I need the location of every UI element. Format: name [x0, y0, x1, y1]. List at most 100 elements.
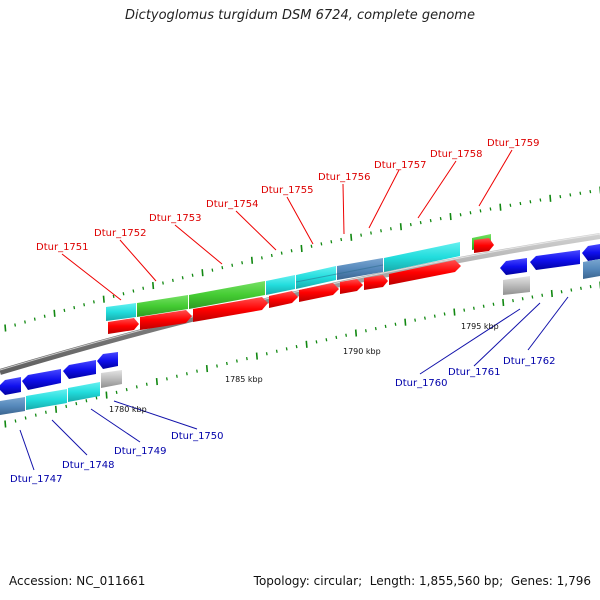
tick-mark: [85, 399, 88, 403]
scale-labels: 1780 kbp 1785 kbp 1790 kbp 1795 kbp: [109, 322, 499, 414]
tick-mark: [569, 193, 572, 197]
tick-mark: [205, 365, 209, 373]
tick-mark: [550, 289, 553, 298]
cog-feature: [137, 295, 188, 317]
tick-mark: [125, 387, 128, 392]
tick-mark: [175, 374, 178, 378]
cog-feature: [189, 281, 265, 309]
tick-mark: [374, 326, 377, 331]
tick-mark: [459, 213, 462, 217]
tick-mark: [330, 240, 333, 244]
tick-mark: [315, 340, 318, 344]
tick-mark: [92, 300, 95, 304]
tick-mark: [531, 295, 534, 299]
cds-arrow-forward: [299, 283, 339, 302]
tick-mark: [380, 229, 382, 233]
tick-mark: [589, 189, 592, 194]
gene-label[interactable]: Dtur_1753: [149, 213, 202, 224]
gene-label[interactable]: Dtur_1751: [36, 242, 89, 253]
cog-feature: [26, 389, 67, 410]
gene-label[interactable]: Dtur_1748: [62, 460, 115, 471]
tick-mark: [433, 314, 436, 318]
topology-label: Topology:: [253, 574, 310, 588]
tick-mark: [453, 308, 456, 316]
tick-mark: [325, 338, 328, 342]
cog-feature: [101, 370, 122, 388]
tick-mark: [280, 251, 283, 255]
cds-arrow-forward: [364, 275, 388, 290]
tick-mark: [423, 316, 426, 320]
tick-mark: [502, 298, 505, 307]
tick-mark: [541, 293, 544, 297]
gene-label[interactable]: Dtur_1750: [171, 431, 224, 442]
tick-mark: [560, 290, 563, 294]
tick-mark: [414, 318, 417, 322]
tick-mark: [185, 372, 188, 376]
gene-label[interactable]: Dtur_1760: [395, 378, 448, 389]
tick-mark: [394, 322, 397, 326]
tick-mark: [275, 349, 278, 353]
gene-label[interactable]: Dtur_1749: [114, 446, 167, 457]
tick-mark: [340, 237, 343, 242]
tick-mark: [221, 265, 224, 270]
accession-value: NC_011661: [76, 574, 146, 588]
tick-mark: [83, 303, 86, 307]
tick-mark: [112, 294, 115, 299]
tick-mark: [201, 269, 204, 277]
cds-arrow-forward: [389, 260, 461, 285]
tick-mark: [265, 352, 268, 356]
cds-arrow-reverse: [500, 258, 527, 275]
gene-label[interactable]: Dtur_1747: [10, 474, 63, 485]
cog-track-forward: [106, 234, 491, 321]
cds-arrow-reverse: [97, 352, 118, 369]
tick-mark: [211, 268, 214, 272]
gene-label[interactable]: Dtur_1759: [487, 138, 540, 149]
tick-mark: [305, 340, 308, 348]
scale-label: 1790 kbp: [343, 347, 381, 356]
gene-label[interactable]: Dtur_1757: [374, 160, 427, 171]
tick-mark: [43, 314, 46, 318]
tick-mark: [489, 207, 492, 211]
cog-feature: [384, 242, 460, 272]
tick-mark: [350, 233, 353, 241]
tick-mark: [102, 295, 105, 303]
gene-label[interactable]: Dtur_1756: [318, 172, 371, 183]
cds-arrow-forward: [474, 238, 494, 253]
tick-mark: [231, 263, 234, 267]
tick-mark: [132, 289, 135, 293]
tick-mark: [171, 278, 174, 283]
tick-mark: [589, 284, 592, 289]
gene-label[interactable]: Dtur_1758: [430, 149, 483, 160]
tick-mark: [65, 404, 68, 409]
tick-mark: [449, 213, 452, 221]
cds-arrow-forward: [108, 318, 139, 334]
tick-mark: [270, 253, 273, 258]
tick-mark: [95, 396, 98, 400]
forward-cds-track: [108, 238, 494, 334]
gene-label[interactable]: Dtur_1762: [503, 356, 556, 367]
tick-mark: [310, 244, 313, 248]
gene-label[interactable]: Dtur_1752: [94, 228, 147, 239]
tick-mark: [290, 249, 293, 253]
tick-mark: [559, 194, 562, 199]
tick-mark: [14, 419, 17, 423]
cds-arrow-forward: [269, 291, 298, 308]
tick-mark: [429, 218, 432, 223]
tick-mark: [24, 320, 26, 324]
cds-arrow-reverse: [0, 377, 21, 395]
gene-label[interactable]: Dtur_1754: [206, 199, 259, 210]
tick-mark: [250, 256, 254, 264]
tick-mark: [499, 203, 502, 211]
tick-mark: [479, 209, 482, 213]
tick-mark: [33, 317, 36, 321]
tick-mark: [225, 361, 228, 366]
gene-label[interactable]: Dtur_1761: [448, 367, 501, 378]
tick-mark: [181, 276, 184, 280]
genome-stats-footer: Topology: circular; Length: 1,855,560 bp…: [253, 574, 591, 588]
tick-mark: [521, 297, 524, 301]
tick-mark: [409, 222, 412, 227]
gene-label[interactable]: Dtur_1755: [261, 185, 314, 196]
tick-mark: [472, 306, 475, 310]
tick-mark: [216, 364, 218, 368]
reverse-cds-track: [0, 244, 600, 395]
